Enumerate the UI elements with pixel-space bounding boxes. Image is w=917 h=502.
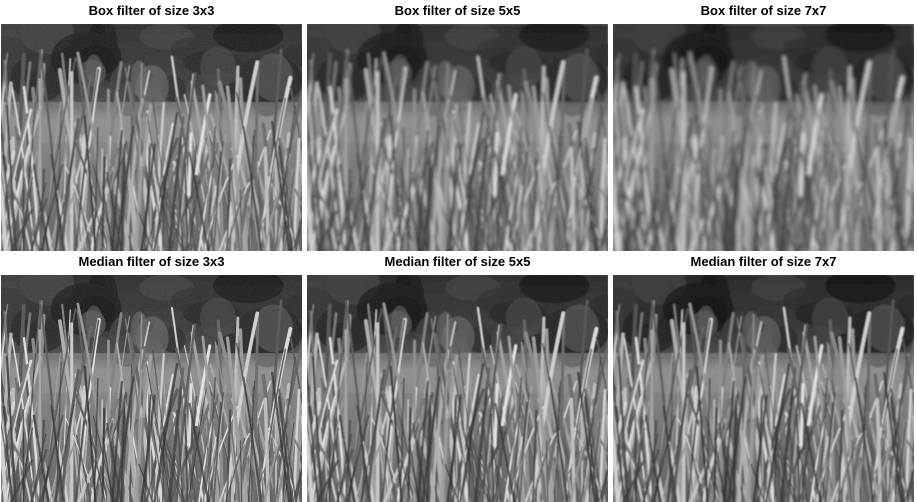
grass-photo-icon: [307, 24, 608, 251]
panel-box-3x3: Box filter of size 3x3: [1, 0, 302, 251]
panel-median-3x3: Median filter of size 3x3: [1, 251, 302, 502]
grass-photo-icon: [307, 275, 608, 502]
panel-title: Median filter of size 5x5: [384, 254, 531, 269]
panel-box-5x5: Box filter of size 5x5: [307, 0, 608, 251]
grass-image: [307, 275, 608, 502]
panel-title: Median filter of size 3x3: [78, 254, 225, 269]
panel-title: Box filter of size 7x7: [700, 3, 827, 18]
grass-image: [307, 24, 608, 251]
panel-title: Box filter of size 3x3: [88, 3, 215, 18]
panel-title: Box filter of size 5x5: [394, 3, 521, 18]
grass-photo-icon: [1, 24, 302, 251]
panel-box-7x7: Box filter of size 7x7: [613, 0, 914, 251]
panel-title: Median filter of size 7x7: [690, 254, 837, 269]
grass-photo-icon: [1, 275, 302, 502]
grass-image: [1, 24, 302, 251]
grass-photo-icon: [613, 275, 914, 502]
grass-image: [1, 275, 302, 502]
grass-image: [613, 24, 914, 251]
grass-image: [613, 275, 914, 502]
panel-median-5x5: Median filter of size 5x5: [307, 251, 608, 502]
panel-median-7x7: Median filter of size 7x7: [613, 251, 914, 502]
grass-photo-icon: [613, 24, 914, 251]
